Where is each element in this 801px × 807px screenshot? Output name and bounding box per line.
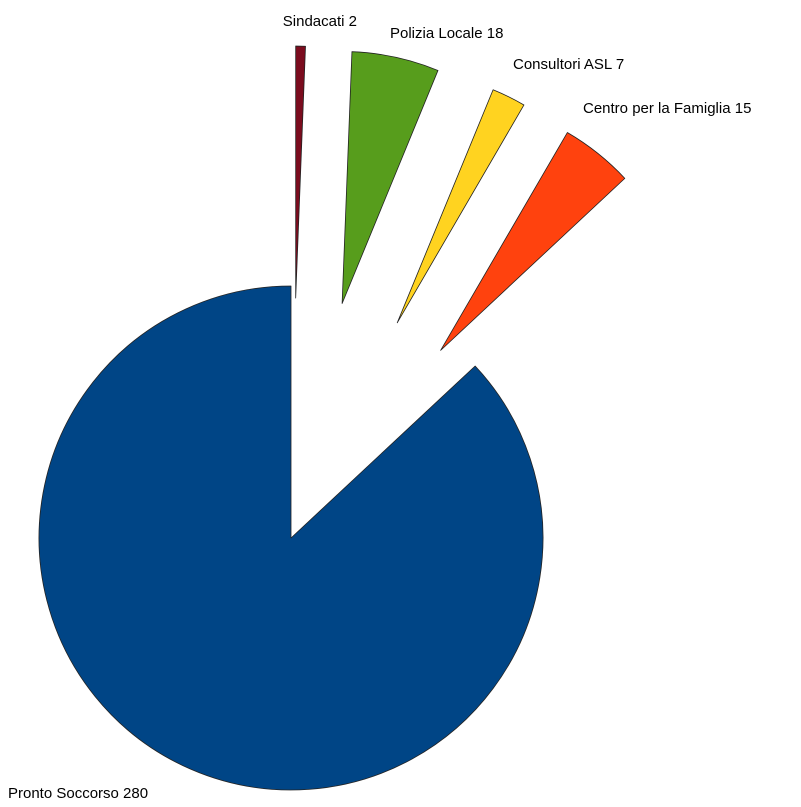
pie-slice-sindacati xyxy=(295,45,306,299)
slice-label-pronto-soccorso: Pronto Soccorso 280 xyxy=(8,785,148,802)
slice-label-centro-per-la-famiglia: Centro per la Famiglia 15 xyxy=(583,100,751,117)
slice-label-consultori-asl: Consultori ASL 7 xyxy=(513,56,624,73)
pie-slices xyxy=(38,45,626,791)
slice-label-sindacati: Sindacati 2 xyxy=(283,13,357,30)
pie-slice-consultori-asl xyxy=(396,89,525,324)
pie-slice-polizia-locale xyxy=(341,51,439,304)
pie-slice-pronto-soccorso xyxy=(38,285,544,791)
pie-labels: Sindacati 2 Polizia Locale 18 Consultori A… xyxy=(8,13,751,802)
pie-slice-centro-per-la-famiglia xyxy=(440,132,626,351)
slice-label-polizia-locale: Polizia Locale 18 xyxy=(390,25,503,42)
